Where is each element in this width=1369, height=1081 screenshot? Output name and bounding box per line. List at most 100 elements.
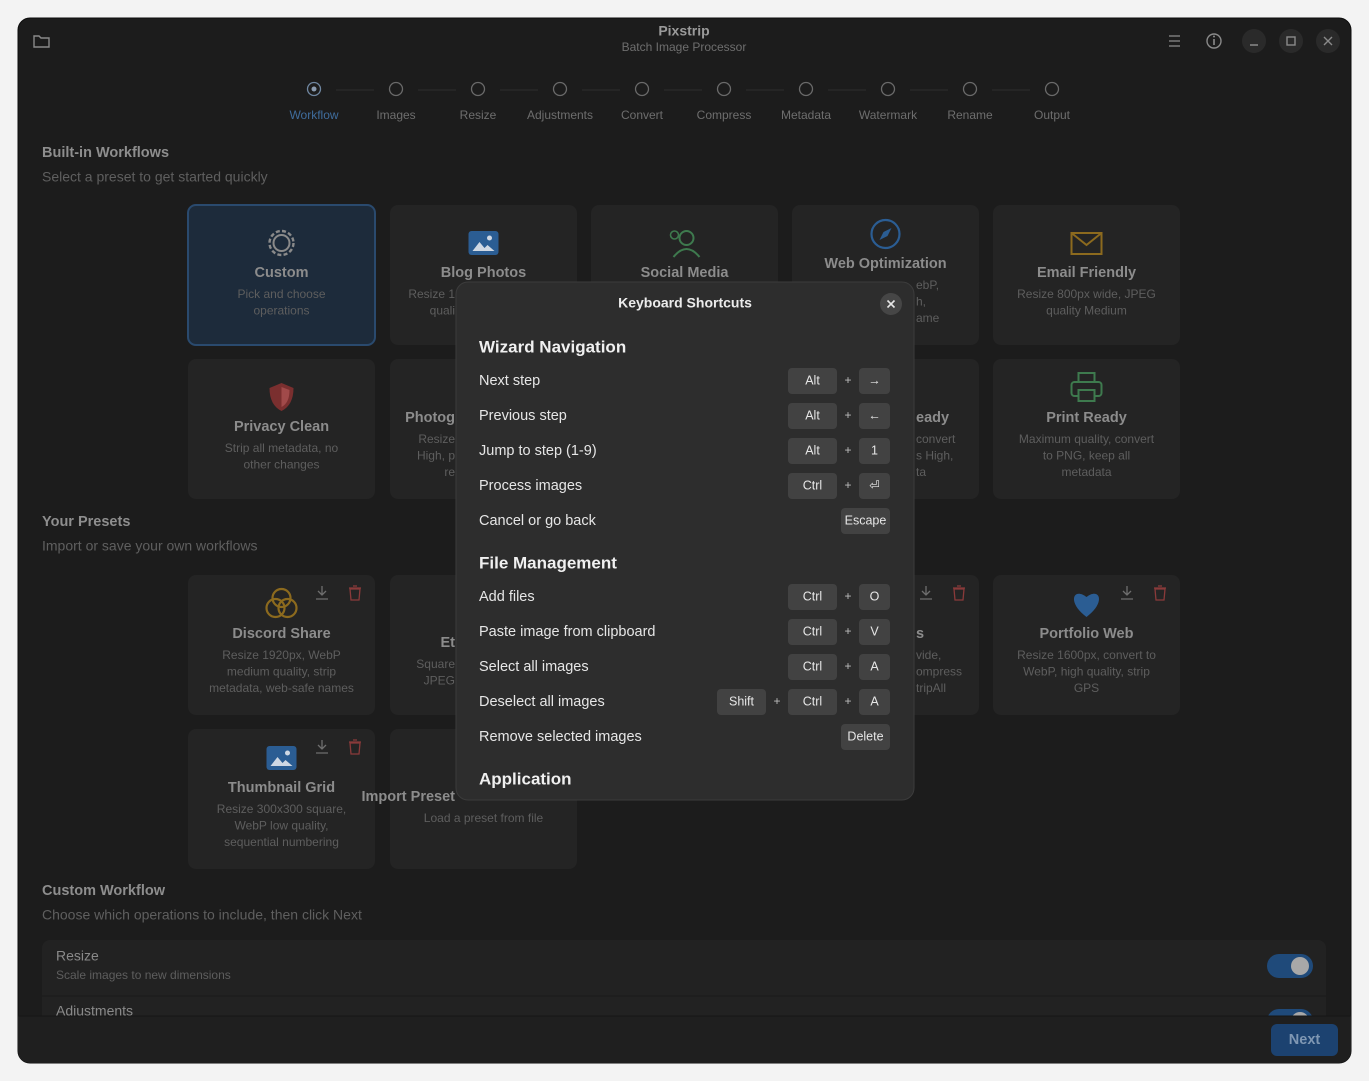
wizard-step[interactable]: Convert bbox=[621, 81, 664, 123]
preset-card[interactable]: Thumbnail Grid Resize 300x300 square, WebP… bbox=[188, 729, 375, 869]
preset-card[interactable]: Portfolio Web Resize 1600px, convert to We… bbox=[993, 575, 1180, 715]
card-description: ompress bbox=[916, 665, 962, 679]
card-title: Web Optimization bbox=[824, 256, 946, 272]
key-cap bbox=[859, 654, 890, 680]
key-separator: + bbox=[773, 694, 780, 708]
card-description: ta bbox=[916, 465, 926, 479]
preset-card[interactable]: Custom Pick and choose operations bbox=[187, 204, 376, 346]
wizard-step[interactable]: Images bbox=[376, 81, 416, 123]
card-description: to PNG, keep all bbox=[1043, 449, 1130, 463]
card-description: s High, bbox=[916, 449, 953, 463]
section-heading: Your Presets bbox=[42, 514, 130, 530]
info-icon bbox=[1206, 33, 1222, 49]
key-label: Ctrl bbox=[803, 478, 822, 492]
wizard-step[interactable]: Workflow bbox=[289, 81, 339, 123]
export-preset-button[interactable] bbox=[316, 740, 328, 754]
wizard-step[interactable]: Output bbox=[1034, 81, 1071, 123]
icon bbox=[349, 585, 361, 601]
delete-preset-button[interactable] bbox=[1154, 585, 1166, 601]
section-heading: Custom Workflow bbox=[42, 883, 166, 899]
shortcut-label: Add files bbox=[479, 589, 535, 605]
key-label: 1 bbox=[871, 443, 878, 457]
key-label: A bbox=[870, 694, 879, 708]
section-subheading: Select a preset to get started quickly bbox=[42, 169, 268, 185]
maximize-button[interactable] bbox=[1279, 29, 1303, 53]
card-description: Load a preset from file bbox=[424, 811, 544, 825]
open-folder-button[interactable] bbox=[33, 35, 50, 48]
step-label: Workflow bbox=[289, 108, 338, 122]
menu-button[interactable] bbox=[1169, 35, 1180, 47]
icon bbox=[349, 739, 361, 755]
preset-card[interactable]: Email Friendly Resize 800px wide, JPEG qua… bbox=[993, 205, 1180, 345]
wizard-step[interactable]: Resize bbox=[460, 81, 497, 123]
step-label: Rename bbox=[947, 108, 993, 122]
close-window-button[interactable] bbox=[1316, 29, 1340, 53]
card-description: Resize 1920px, WebP bbox=[222, 648, 341, 662]
shortcut-label: Deselect all images bbox=[479, 694, 605, 710]
step-indicator bbox=[634, 81, 650, 97]
delete-preset-button[interactable] bbox=[349, 585, 361, 601]
shortcut-label: Previous step bbox=[479, 408, 567, 424]
step-label: Watermark bbox=[859, 108, 918, 122]
icon bbox=[272, 234, 291, 252]
dialog-close-button[interactable] bbox=[880, 293, 902, 315]
card-title: Et bbox=[441, 635, 456, 651]
delete-preset-button[interactable] bbox=[349, 739, 361, 755]
card-description: Resize 1600px, convert to bbox=[1017, 648, 1156, 662]
key-cap bbox=[841, 508, 890, 534]
preset-card[interactable]: Privacy Clean Strip all metadata, no other… bbox=[188, 359, 375, 499]
icon bbox=[879, 228, 892, 240]
export-preset-button[interactable] bbox=[1121, 586, 1133, 600]
export-preset-button[interactable] bbox=[920, 586, 932, 600]
operation-toggle[interactable] bbox=[1267, 954, 1313, 978]
icon bbox=[281, 387, 290, 407]
wizard-step[interactable]: Metadata bbox=[781, 81, 831, 123]
key-label: Ctrl bbox=[803, 694, 822, 708]
card-description: quality Medium bbox=[1046, 304, 1127, 318]
icon bbox=[271, 587, 292, 609]
wizard-step[interactable]: Rename bbox=[947, 81, 993, 123]
card-bg bbox=[993, 359, 1180, 499]
preset-card[interactable]: Discord Share Resize 1920px, WebP medium q… bbox=[188, 575, 375, 715]
icon bbox=[672, 248, 701, 258]
window-control-bg bbox=[1242, 29, 1266, 53]
about-button[interactable] bbox=[1206, 33, 1222, 49]
wizard-step[interactable]: Compress bbox=[697, 81, 752, 123]
card-description: vide, bbox=[916, 648, 941, 662]
icon bbox=[1154, 585, 1166, 601]
icon bbox=[270, 757, 293, 766]
shortcut-label: Remove selected images bbox=[479, 729, 642, 745]
card-description: Square bbox=[416, 657, 455, 671]
button-label: Next bbox=[1289, 1032, 1321, 1048]
preset-card[interactable]: Print Ready Maximum quality, convert to PN… bbox=[993, 359, 1180, 499]
key-label: Alt bbox=[805, 373, 820, 387]
card-description: other changes bbox=[243, 458, 319, 472]
card-description: Pick and choose bbox=[237, 287, 325, 301]
card-description: Maximum quality, convert bbox=[1019, 432, 1155, 446]
card-title: Social Media bbox=[641, 265, 730, 281]
section-subheading: Import or save your own workflows bbox=[42, 538, 258, 554]
icon bbox=[316, 740, 328, 754]
key-cap bbox=[859, 619, 890, 645]
shortcut-section-title: File Management bbox=[479, 553, 617, 572]
wizard-step[interactable]: Adjustments bbox=[527, 81, 593, 123]
key-cap bbox=[859, 403, 890, 429]
key-cap bbox=[859, 584, 890, 610]
delete-preset-button[interactable] bbox=[953, 585, 965, 601]
step-indicator bbox=[798, 81, 814, 97]
icon bbox=[1323, 36, 1333, 46]
card-description: convert bbox=[916, 432, 956, 446]
step-label: Images bbox=[376, 108, 415, 122]
dialog-bg bbox=[455, 281, 915, 801]
export-preset-button[interactable] bbox=[316, 586, 328, 600]
key-cap bbox=[859, 438, 890, 464]
section-subheading: Choose which operations to include, then… bbox=[42, 907, 362, 923]
key-cap bbox=[859, 689, 890, 715]
minimize-button[interactable] bbox=[1242, 29, 1266, 53]
icon bbox=[316, 586, 328, 600]
next-button[interactable]: Next bbox=[1271, 1024, 1338, 1056]
step-indicator bbox=[880, 81, 896, 97]
key-cap bbox=[788, 473, 837, 499]
wizard-step[interactable]: Watermark bbox=[859, 81, 918, 123]
